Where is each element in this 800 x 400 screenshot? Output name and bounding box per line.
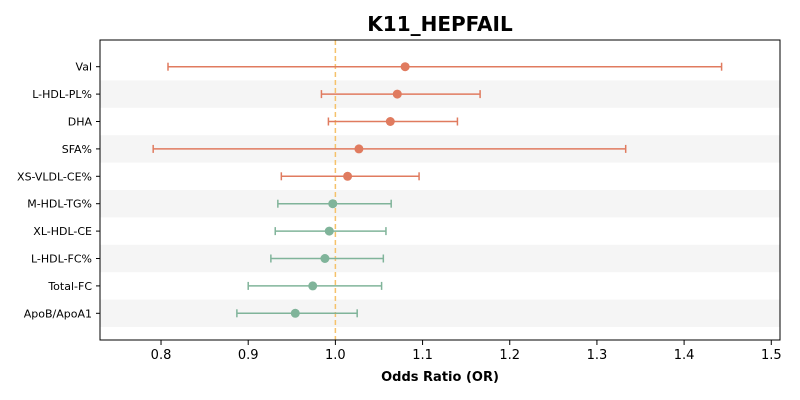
chart-title: K11_HEPFAIL <box>367 12 513 36</box>
x-tick-label: 1.3 <box>587 348 608 363</box>
row-band <box>100 190 780 218</box>
or-point <box>308 281 318 291</box>
x-tick-label: 1.4 <box>674 348 695 363</box>
x-tick-label: 1.2 <box>499 348 520 363</box>
y-tick-label: XL-HDL-CE <box>33 225 92 238</box>
x-tick-label: 0.8 <box>151 348 172 363</box>
y-tick-label: L-HDL-PL% <box>32 88 92 101</box>
y-tick-label: M-HDL-TG% <box>27 198 92 211</box>
plot-area: Val L-HDL-PL% DHA SFA% XS-VLDL-CE% M-HDL-TG% X… <box>17 39 782 363</box>
y-tick-label: ApoB/ApoA1 <box>24 307 92 320</box>
or-point <box>392 89 402 99</box>
x-tick-label: 1.0 <box>325 348 346 363</box>
or-point <box>324 226 334 236</box>
y-tick-label: XS-VLDL-CE% <box>17 170 92 183</box>
x-tick-label: 1.1 <box>412 348 433 363</box>
axes-frame <box>99 39 781 341</box>
or-point <box>400 62 410 72</box>
or-point <box>354 144 364 154</box>
or-point <box>343 171 353 181</box>
y-tick-label: DHA <box>68 116 93 129</box>
x-tick-label: 1.5 <box>761 348 782 363</box>
or-point <box>328 199 338 209</box>
row-band <box>100 244 780 273</box>
y-tick-label: SFA% <box>62 143 92 156</box>
row-band <box>100 299 780 327</box>
y-tick-label: Total-FC <box>47 280 92 293</box>
y-tick-label: Val <box>76 61 92 74</box>
or-point <box>290 308 300 318</box>
y-tick-label: L-HDL-FC% <box>31 253 92 266</box>
or-point <box>385 117 395 126</box>
x-tick-label: 0.9 <box>238 348 259 363</box>
x-axis-label: Odds Ratio (OR) <box>381 370 499 385</box>
or-point <box>320 254 330 263</box>
